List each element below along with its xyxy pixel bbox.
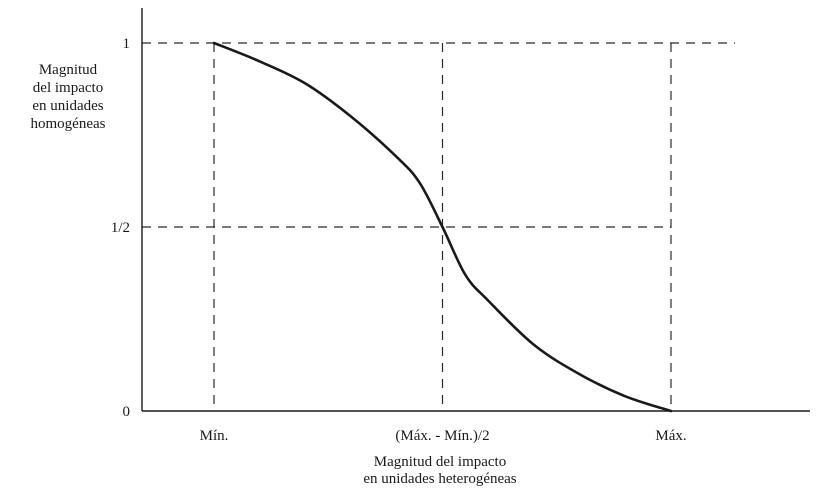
x-axis-title-line: en unidades heterogéneas [363,471,517,487]
curve-layer [212,41,673,413]
impact-curve [212,41,673,413]
y-axis-title: Magnitud del impacto en unidades homogén… [0,61,136,133]
reference-lines [142,42,735,411]
y-tick-label: 1 [123,36,131,52]
y-axis-title-line: Magnitud [38,62,98,78]
y-tick-label: 1/2 [111,220,130,236]
x-tick-label: (Máx. - Mín.)/2 [395,428,489,444]
y-axis-title-line: homogéneas [30,116,106,132]
x-axis-title: Magnitud del impacto en unidades heterog… [300,454,580,488]
x-axis-title-line: Magnitud del impacto [373,454,507,470]
x-tick-label: Mín. [200,428,229,444]
y-axis-title-line: en unidades [32,98,104,114]
tick-labels: 0 1/2 1 Mín. (Máx. - Mín.)/2 Máx. [111,36,687,444]
y-axis-title-line: del impacto [32,80,104,96]
y-tick-label: 0 [123,404,131,420]
x-tick-label: Máx. [655,428,686,444]
axes [141,8,810,412]
